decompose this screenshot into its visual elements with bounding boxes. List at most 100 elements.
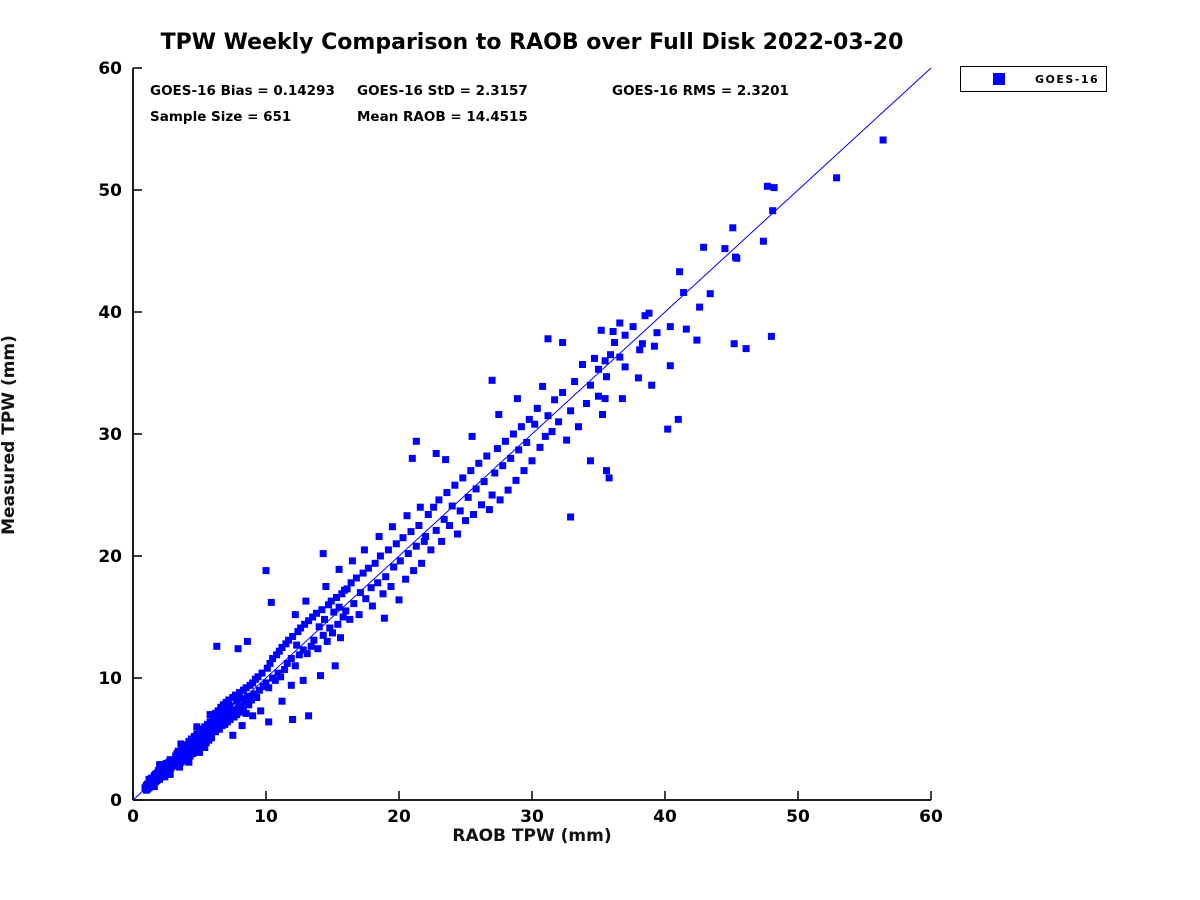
- data-point: [742, 345, 750, 353]
- data-point: [210, 713, 218, 721]
- data-point: [424, 511, 432, 518]
- data-point: [315, 623, 323, 631]
- data-point: [767, 332, 775, 340]
- data-point: [559, 339, 567, 346]
- legend: GOES-16: [960, 66, 1107, 92]
- data-point: [407, 528, 415, 536]
- data-point: [468, 432, 476, 440]
- data-point: [271, 676, 279, 684]
- data-point: [696, 303, 704, 311]
- data-point: [335, 565, 343, 573]
- data-point: [287, 681, 295, 689]
- data-point: [621, 331, 629, 339]
- y-tick-label: 20: [98, 547, 122, 567]
- data-point: [595, 392, 602, 400]
- data-point: [638, 340, 646, 348]
- data-point: [666, 362, 674, 370]
- data-point: [616, 319, 624, 327]
- data-point: [567, 513, 575, 521]
- data-point: [501, 437, 509, 445]
- stat-sample-size: Sample Size = 651: [150, 109, 292, 125]
- data-point: [266, 659, 274, 667]
- data-point: [229, 731, 237, 739]
- data-point: [257, 707, 265, 715]
- x-axis-label: RAOB TPW (mm): [452, 826, 612, 846]
- data-point: [265, 718, 273, 726]
- data-point: [544, 335, 552, 343]
- data-point: [609, 328, 617, 335]
- data-point: [313, 609, 320, 617]
- data-point: [265, 684, 273, 692]
- data-point: [242, 684, 250, 692]
- data-point: [295, 651, 303, 659]
- data-point: [208, 734, 215, 742]
- data-point: [555, 418, 563, 426]
- data-point: [415, 522, 423, 529]
- data-point: [470, 511, 477, 518]
- data-point: [334, 620, 342, 628]
- data-point: [214, 707, 222, 715]
- data-point: [729, 224, 737, 232]
- data-point: [243, 692, 251, 700]
- data-point: [446, 522, 453, 529]
- data-point: [285, 636, 293, 644]
- data-point: [495, 411, 503, 418]
- data-point: [287, 655, 295, 662]
- data-point: [641, 312, 649, 320]
- data-point: [440, 515, 448, 523]
- data-point: [213, 642, 221, 650]
- data-point: [347, 579, 355, 587]
- data-point: [250, 690, 258, 698]
- stat-std: GOES-16 StD = 2.3157: [357, 83, 528, 99]
- data-point: [607, 351, 614, 359]
- data-point: [359, 569, 367, 577]
- data-point: [161, 773, 169, 781]
- data-point: [360, 546, 368, 554]
- data-point: [575, 423, 582, 431]
- data-point: [551, 396, 559, 404]
- data-point: [215, 725, 223, 733]
- data-point: [262, 679, 270, 687]
- data-point: [278, 644, 286, 651]
- data-point: [267, 598, 275, 606]
- data-point: [318, 606, 326, 614]
- data-point: [404, 550, 412, 558]
- x-tick-label: 50: [786, 807, 810, 827]
- data-point: [485, 506, 493, 514]
- y-tick-label: 50: [98, 181, 122, 201]
- data-point: [371, 559, 379, 567]
- data-point: [879, 136, 887, 144]
- data-point: [629, 323, 637, 331]
- data-point: [601, 395, 609, 403]
- data-point: [234, 645, 242, 653]
- data-point: [493, 445, 501, 453]
- data-point: [238, 722, 246, 730]
- data-point: [583, 400, 590, 407]
- data-point: [242, 709, 250, 717]
- data-point: [733, 254, 741, 262]
- data-point: [355, 611, 363, 619]
- data-point: [488, 491, 496, 499]
- legend-marker-icon: [993, 73, 1005, 85]
- data-point: [525, 415, 533, 423]
- data-point: [321, 615, 328, 623]
- data-point: [488, 376, 496, 384]
- data-point: [319, 550, 327, 558]
- data-point: [348, 557, 356, 565]
- data-point: [294, 628, 302, 636]
- data-point: [402, 575, 410, 583]
- data-point: [387, 583, 395, 590]
- data-point: [616, 353, 624, 361]
- data-point: [314, 645, 322, 653]
- data-point: [239, 706, 247, 714]
- data-point: [475, 459, 483, 467]
- data-point: [579, 361, 586, 368]
- data-point: [467, 467, 475, 475]
- data-point: [253, 694, 261, 701]
- data-point: [435, 496, 443, 504]
- data-point: [275, 647, 283, 655]
- data-point: [322, 583, 330, 590]
- y-tick-label: 10: [98, 669, 122, 689]
- data-point: [666, 323, 674, 331]
- data-point: [412, 542, 420, 550]
